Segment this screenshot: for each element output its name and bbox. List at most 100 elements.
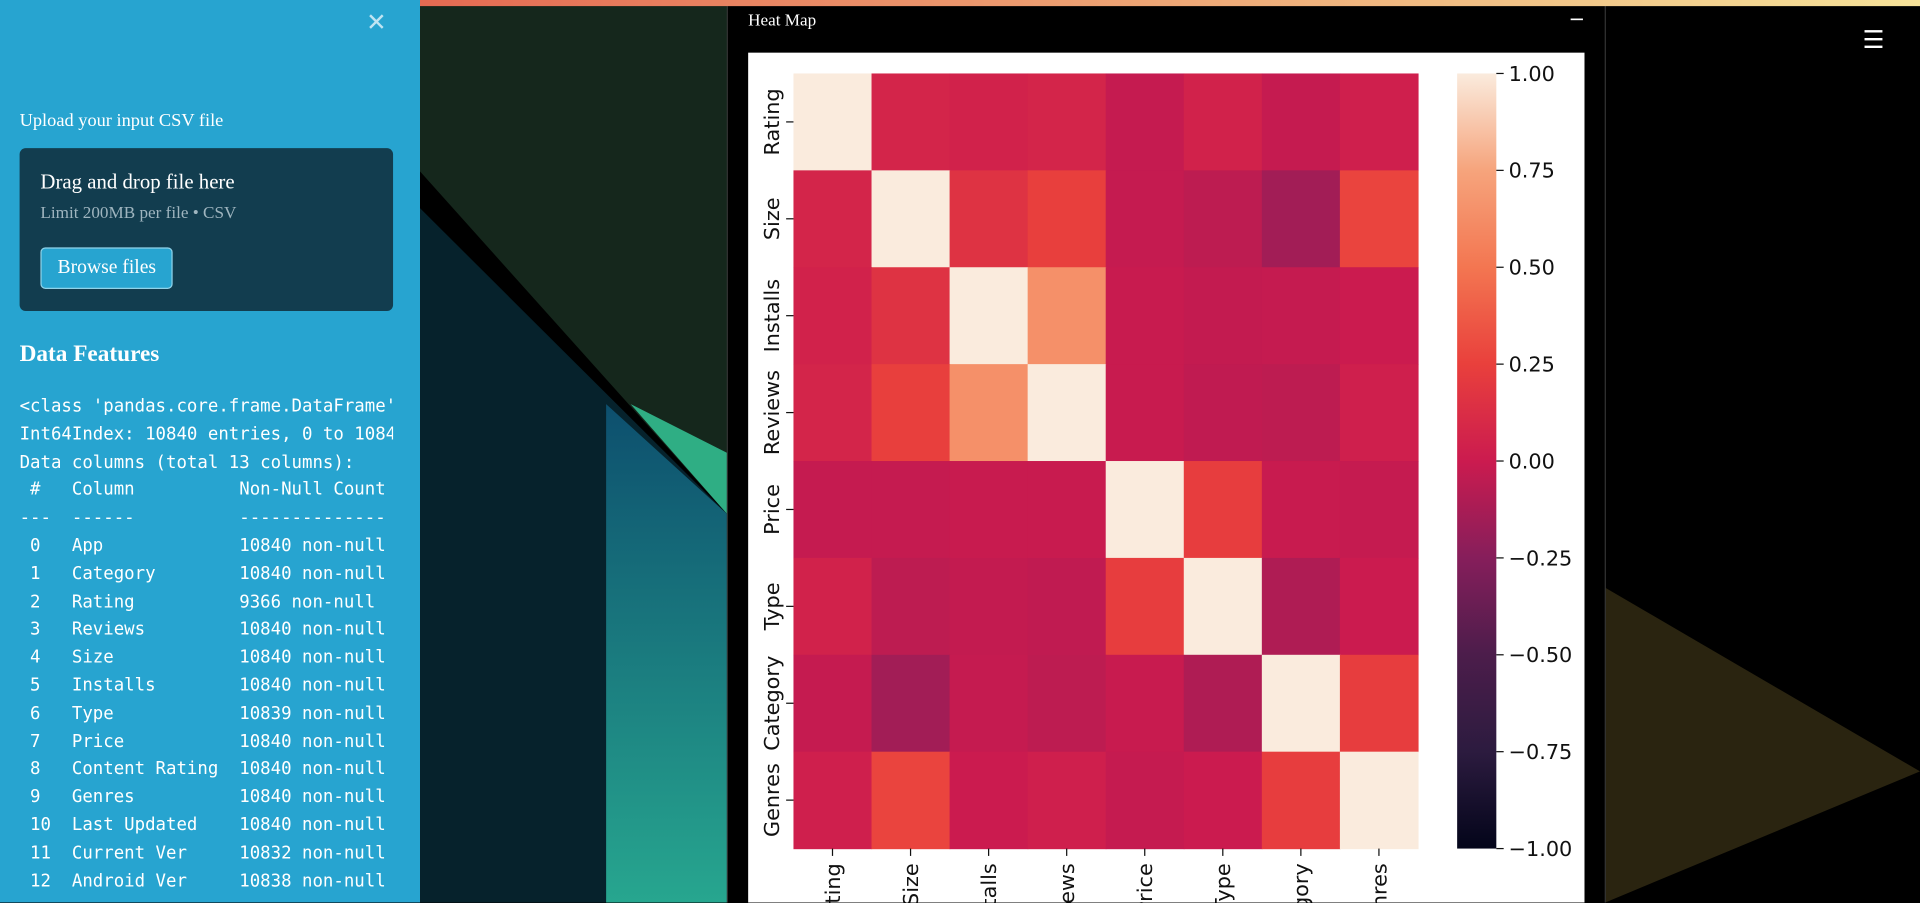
- x-tick-label: Installs: [977, 863, 1001, 902]
- info-line: --- ------ --------------: [19, 508, 386, 528]
- y-tick-label: Price: [760, 484, 784, 535]
- info-line: 5 Installs 10840 non-null: [19, 675, 386, 696]
- heatmap-cell: [1183, 73, 1263, 171]
- heatmap-cell: [1261, 73, 1341, 171]
- heatmap-cell: [1183, 557, 1263, 656]
- info-line: 6 Type 10839 non-null: [19, 703, 386, 724]
- x-tick-label: Reviews: [1055, 863, 1079, 902]
- dropzone[interactable]: Drag and drop file here Limit 200MB per …: [19, 148, 394, 312]
- info-line: 12 Android Ver 10838 non-null: [19, 871, 386, 891]
- heatmap-cell: [1027, 557, 1107, 656]
- heatmap-cell: [1261, 654, 1341, 753]
- y-tick-label: Category: [760, 656, 784, 751]
- info-line: 8 Content Rating 10840 non-null: [19, 759, 386, 780]
- heatmap-cell: [1261, 751, 1341, 850]
- heatmap-cell: [1183, 364, 1263, 462]
- heatmap-cell: [1027, 364, 1107, 462]
- x-tick-label: Size: [899, 863, 923, 902]
- menu-button[interactable]: ☰: [1862, 24, 1885, 54]
- heatmap-cell: [793, 267, 873, 365]
- colorbar: [1457, 73, 1497, 849]
- colorbar-tick-label: −1.00: [1509, 837, 1573, 861]
- info-line: 10 Last Updated 10840 non-null: [19, 815, 386, 836]
- heatmap-cell: [1261, 170, 1341, 268]
- x-tick-label: Type: [1211, 863, 1235, 902]
- panel-title: Heat Map: [748, 12, 817, 31]
- heatmap-cell: [1183, 654, 1263, 753]
- x-tick-label: Rating: [821, 863, 845, 902]
- info-line: 1 Category 10840 non-null: [19, 564, 386, 584]
- y-tick-label: Type: [760, 582, 784, 631]
- heatmap-cell: [1261, 267, 1341, 365]
- heatmap-cell: [1027, 73, 1107, 171]
- x-tick-label: Genres: [1367, 863, 1391, 902]
- colorbar-tick-label: 1.00: [1509, 62, 1555, 86]
- heatmap-cell: [1339, 364, 1419, 462]
- heatmap-cell: [793, 461, 873, 559]
- heatmap-cell: [871, 267, 951, 365]
- heatmap-cell: [1339, 654, 1419, 753]
- heatmap-cell: [949, 654, 1029, 753]
- y-tick-label: Size: [760, 197, 784, 240]
- heatmap-cell: [1105, 654, 1185, 753]
- dropzone-hint: Limit 200MB per file • CSV: [40, 204, 237, 223]
- heatmap-cell: [949, 751, 1029, 850]
- heatmap-cell: [1183, 267, 1263, 365]
- heatmap-cell: [1339, 461, 1419, 559]
- upload-label: Upload your input CSV file: [19, 111, 224, 132]
- y-tick-label: Rating: [760, 88, 784, 155]
- info-line: 9 Genres 10840 non-null: [19, 787, 386, 808]
- colorbar-tick-label: 0.75: [1509, 159, 1555, 183]
- browse-button[interactable]: Browse files: [40, 247, 174, 289]
- close-sidebar[interactable]: ✕: [366, 7, 387, 37]
- heatmap-cell: [1027, 461, 1107, 559]
- heatmap-cell: [1027, 267, 1107, 365]
- heatmap-cell: [793, 654, 873, 753]
- heatmap-cell: [871, 364, 951, 462]
- colorbar-tick-label: 0.50: [1509, 256, 1555, 280]
- heatmap-cell: [1183, 461, 1263, 559]
- y-tick-label: Installs: [760, 279, 784, 352]
- info-output: <class 'pandas.core.frame.DataFrame' Int6…: [20, 393, 393, 895]
- heatmap-cell: [1027, 170, 1107, 268]
- colorbar-tick-label: 0.00: [1509, 449, 1555, 473]
- y-tick-label: Reviews: [760, 370, 784, 455]
- heatmap-cell: [1339, 751, 1419, 850]
- heatmap-cell: [871, 557, 951, 656]
- info-line: 4 Size 10840 non-null: [19, 647, 386, 668]
- info-line: Data columns (total 13 columns):: [19, 452, 355, 473]
- info-line: Int64Index: 10840 entries, 0 to 1084: [19, 424, 394, 445]
- heatmap-cell: [1261, 364, 1341, 462]
- heatmap-cell: [871, 751, 951, 850]
- heatmap-cell: [1261, 557, 1341, 656]
- colorbar-tick-label: −0.25: [1509, 546, 1573, 570]
- heatmap-cell: [949, 364, 1029, 462]
- heatmap-cell: [1339, 73, 1419, 171]
- x-tick-label: Price: [1133, 863, 1157, 902]
- heatmap-cell: [871, 73, 951, 171]
- info-line: 11 Current Ver 10832 non-null: [19, 843, 386, 863]
- heatmap-cell: [949, 73, 1029, 171]
- heatmap-cell: [1183, 751, 1263, 850]
- heatmap-cell: [793, 751, 873, 850]
- minimize-button[interactable]: −: [1568, 7, 1585, 31]
- heatmap-cell: [793, 73, 873, 171]
- heatmap-cell: [1027, 751, 1107, 850]
- colorbar-tick-label: 0.25: [1509, 352, 1555, 376]
- heatmap-cell: [1105, 73, 1185, 171]
- heatmap-cell: [871, 461, 951, 559]
- heatmap-cell: [1105, 364, 1185, 462]
- heatmap-cell: [1105, 557, 1185, 656]
- heatmap-cell: [1183, 170, 1263, 268]
- heatmap-cell: [1261, 461, 1341, 559]
- info-line: 7 Price 10840 non-null: [19, 731, 386, 752]
- heatmap-cell: [793, 364, 873, 462]
- info-line: <class 'pandas.core.frame.DataFrame': [19, 396, 394, 417]
- heatmap-cell: [793, 170, 873, 268]
- heatmap-cell: [793, 557, 873, 656]
- heatmap-cell: [949, 557, 1029, 656]
- heatmap-cell: [1339, 267, 1419, 365]
